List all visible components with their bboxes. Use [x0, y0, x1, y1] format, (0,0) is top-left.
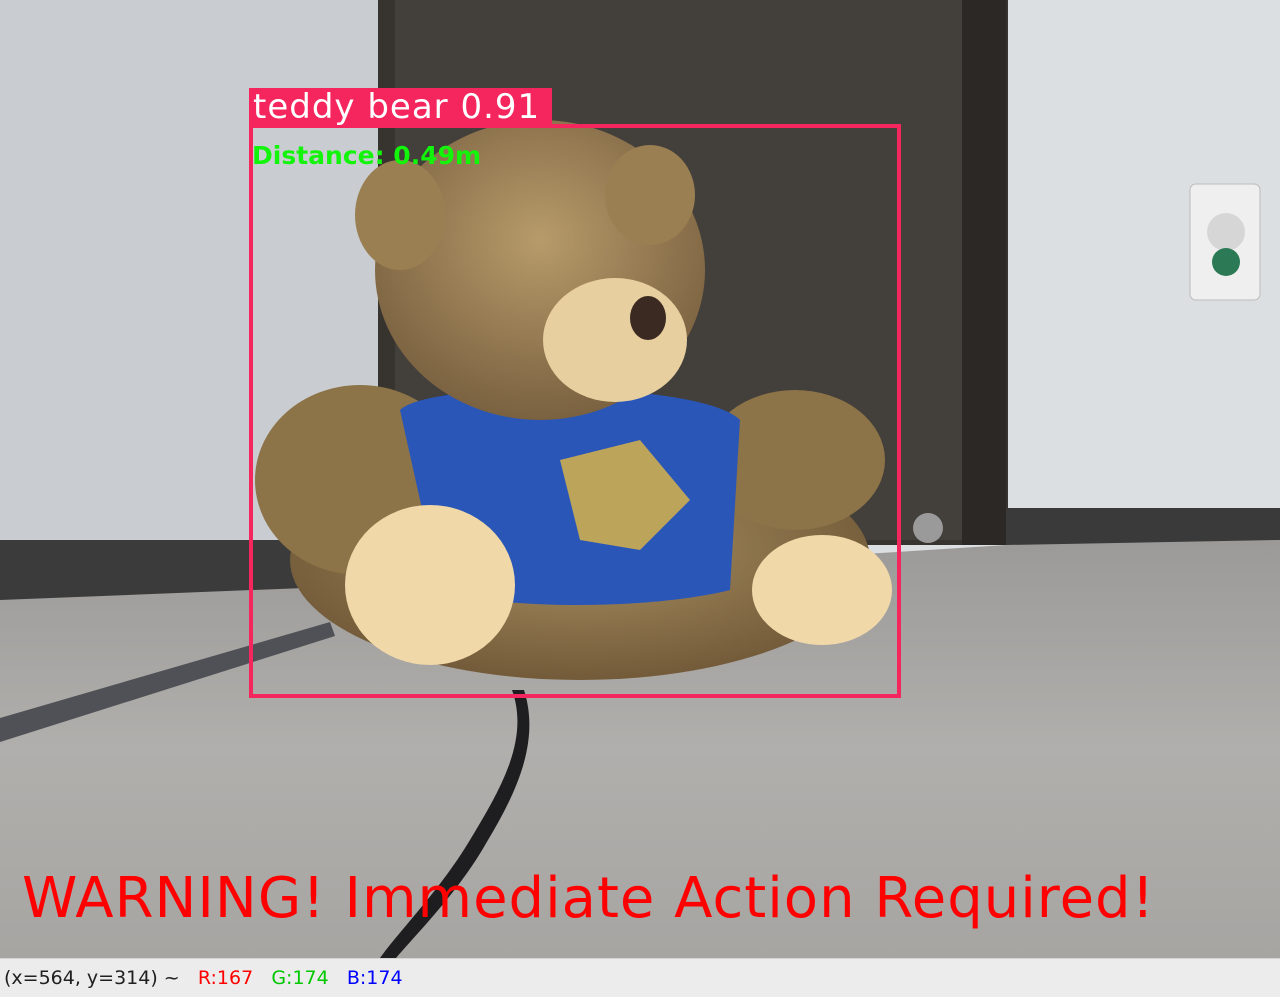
teddy-bear — [255, 120, 892, 680]
warning-message: WARNING! Immediate Action Required! — [22, 866, 1156, 931]
distance-readout: Distance: 0.49m — [252, 141, 482, 170]
camera-frame[interactable]: teddy bear 0.91 Distance: 0.49m WARNING!… — [0, 0, 1280, 958]
bear-right-foot — [752, 535, 892, 645]
floor — [0, 540, 1280, 958]
cursor-coordinates: (x=564, y=314) ~ — [4, 967, 180, 989]
door-knob — [913, 513, 943, 543]
detection-bounding-box — [249, 124, 901, 698]
red-channel: R:167 — [197, 967, 254, 989]
bear-left-foot — [345, 505, 515, 665]
detection-label: teddy bear 0.91 — [249, 88, 553, 126]
blue-channel: B:174 — [346, 967, 403, 989]
green-channel: G:174 — [271, 967, 329, 989]
status-bar: (x=564, y=314) ~ R:167 G:174 B:174 — [0, 958, 1280, 996]
